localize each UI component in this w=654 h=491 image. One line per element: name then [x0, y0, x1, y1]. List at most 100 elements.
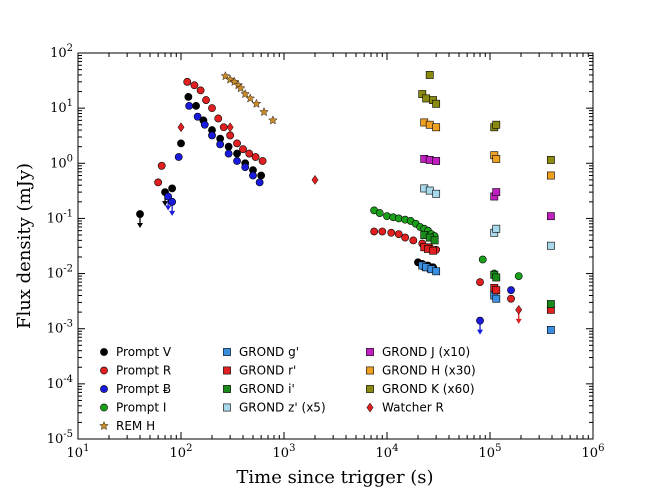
data-point	[184, 92, 193, 101]
data-point	[251, 153, 260, 161]
legend-marker	[366, 348, 374, 356]
data-point	[154, 178, 163, 187]
legend-item: Prompt I	[100, 401, 166, 415]
series-rem-h	[220, 71, 278, 125]
data-point	[233, 157, 241, 165]
data-point	[476, 278, 484, 287]
legend-item: GROND K (x60)	[366, 382, 475, 396]
legend-item: Prompt Ƀ	[100, 382, 171, 396]
data-point	[202, 96, 210, 104]
data-point	[478, 255, 487, 264]
data-point	[546, 241, 555, 250]
legend-label: GROND g'	[239, 345, 299, 359]
data-point	[546, 171, 555, 180]
upper-limit-point	[136, 210, 144, 218]
data-point	[174, 153, 183, 161]
legend-label: GROND J (x10)	[382, 345, 470, 359]
data-marks	[136, 71, 555, 335]
data-point	[196, 86, 205, 95]
data-point	[239, 145, 247, 154]
upper-limit-point	[476, 316, 484, 325]
data-point	[492, 120, 501, 129]
data-point	[432, 157, 441, 165]
data-point	[168, 184, 177, 193]
data-point	[257, 171, 266, 180]
data-point	[409, 236, 418, 245]
legend-item: GROND g'	[223, 345, 299, 359]
series-prompt-v	[136, 92, 437, 272]
data-point	[425, 71, 434, 79]
legend-marker	[223, 348, 231, 356]
data-point	[245, 149, 254, 158]
legend-label: Prompt I	[116, 401, 166, 415]
data-point	[492, 294, 501, 303]
data-point	[208, 131, 216, 140]
legend-label: Prompt R	[116, 364, 171, 378]
data-point	[245, 93, 256, 103]
x-tick-label: 102	[170, 443, 193, 461]
upper-limit-point	[515, 304, 523, 315]
y-tick-labels: 10-5 10-4 10-3 10-2 10-1 100 101 102	[47, 43, 73, 447]
data-point	[251, 98, 262, 108]
data-point	[255, 178, 264, 187]
legend-item: Prompt R	[100, 364, 171, 378]
legend-label: Prompt Ƀ	[116, 382, 171, 396]
data-point	[387, 228, 396, 237]
data-point	[268, 115, 278, 125]
data-point	[208, 104, 216, 113]
data-point	[507, 294, 515, 303]
data-point	[514, 272, 523, 280]
legend-marker	[223, 403, 231, 412]
data-point	[492, 286, 501, 295]
legend-label: GROND z' (x5)	[239, 401, 326, 415]
axis-ticks	[77, 53, 593, 440]
data-point	[259, 107, 269, 117]
legend-label: Watcher R	[382, 401, 444, 415]
y-tick-label: 10-1	[47, 208, 73, 226]
data-point	[216, 140, 225, 149]
data-point	[492, 155, 501, 163]
legend-marker	[99, 420, 109, 431]
data-point	[193, 112, 202, 121]
data-point	[375, 209, 384, 217]
series-grond-r	[420, 243, 555, 314]
data-point	[241, 163, 250, 172]
series-grond-j-x10	[420, 155, 555, 221]
data-point	[224, 142, 233, 151]
legend-item: GROND r'	[223, 364, 296, 378]
data-point	[233, 139, 241, 148]
x-tick-label: 101	[67, 443, 90, 461]
upper-limit-arrowhead	[169, 210, 176, 216]
data-point	[311, 174, 319, 185]
y-tick-label: 101	[50, 98, 73, 116]
data-point	[200, 120, 209, 129]
legend-marker	[366, 402, 374, 413]
upper-limit-arrowhead	[515, 318, 522, 324]
series-prompt-r	[154, 77, 515, 303]
y-tick-label: 10-3	[47, 319, 73, 337]
data-point	[432, 267, 441, 276]
legend-label: GROND K (x60)	[382, 382, 475, 396]
data-point	[224, 149, 233, 158]
data-point	[492, 188, 501, 197]
y-tick-label: 10-2	[47, 264, 73, 282]
legend-label: GROND r'	[239, 364, 296, 378]
legend-label: GROND H (x30)	[382, 364, 476, 378]
upper-limit-point	[168, 197, 177, 206]
legend-item: REM H	[99, 419, 155, 433]
legend-item: GROND J (x10)	[366, 345, 470, 359]
x-axis-title: Time since trigger (s)	[236, 467, 433, 488]
upper-limit-arrowhead	[165, 205, 172, 211]
series-grond-k-x60	[418, 71, 555, 164]
legend-marker	[223, 366, 231, 375]
legend-label: REM H	[116, 419, 155, 433]
data-point	[370, 227, 379, 236]
data-point	[546, 212, 555, 221]
data-point	[185, 101, 194, 110]
series-watcher-r	[177, 122, 523, 324]
series-grond-g	[418, 261, 555, 334]
legend-marker	[100, 348, 108, 356]
data-point	[157, 161, 166, 170]
series-grond-z-x5	[420, 184, 555, 250]
